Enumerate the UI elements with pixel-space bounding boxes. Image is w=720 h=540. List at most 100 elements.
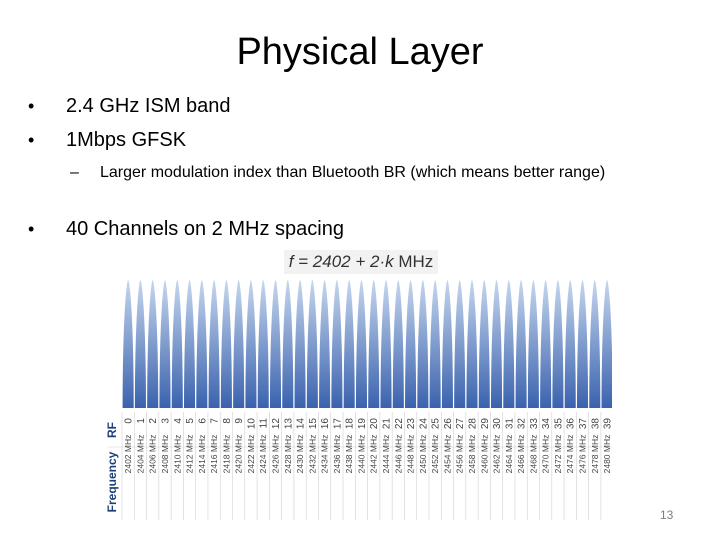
rf-channel-label: 36 [566,418,577,430]
rf-channel-label: 2 [148,418,159,424]
channel-lobe [454,280,466,408]
channel-lobe [576,280,589,408]
channel-lobe [306,280,318,408]
rf-channel-label: 32 [517,418,528,430]
channel-lobe [122,280,134,408]
sub-bullet-text: Larger modulation index than Bluetooth B… [100,164,606,181]
rf-channel-label: 23 [406,418,417,430]
frequency-label: 2402 MHz [123,435,133,474]
frequency-label: 2424 MHz [258,435,268,474]
channel-lobe [380,280,392,408]
rf-channel-label: 12 [271,418,282,430]
rf-channel-label: 3 [160,418,171,424]
rf-channel-label: 28 [467,418,478,430]
rf-channel-label: 19 [357,418,368,430]
frequency-label: 2406 MHz [148,435,158,474]
channel-lobe [257,280,269,408]
frequency-label: 2454 MHz [442,435,452,474]
channel-lobe [331,280,343,408]
channel-lobe [527,280,539,408]
rf-channel-label: 7 [210,418,221,424]
rf-row-label: RF [105,422,119,438]
rf-channel-label: 37 [578,418,589,430]
page-number: 13 [660,508,674,522]
channel-lobe [515,280,527,408]
channel-lobe [220,280,232,408]
frequency-label: 2462 MHz [492,435,502,474]
channel-lobe [355,280,367,408]
formula-expression: f = 2402 + 2·k [288,252,394,271]
frequency-label: 2404 MHz [135,435,145,474]
channel-lobe [552,280,564,408]
frequency-label: 2438 MHz [344,435,354,474]
frequency-label: 2444 MHz [381,435,391,474]
rf-channel-label: 18 [345,418,356,430]
sub-bullet-modulation: – Larger modulation index than Bluetooth… [70,162,660,183]
channel-spectrum-chart: 0 1 2 3 4 5 6 7 8 9 10 11 12 13 14 15 16 17 18 19 20 21 22 23 24… [105,280,612,520]
rf-channel-label: 8 [222,418,233,424]
frequency-label: 2414 MHz [197,435,207,474]
rf-channel-label: 17 [332,418,343,430]
rf-channel-label: 25 [431,418,442,430]
bullet-text: 1Mbps GFSK [66,129,187,151]
rf-channel-label: 5 [185,418,196,424]
frequency-label: 2452 MHz [430,435,440,474]
frequency-label: 2420 MHz [234,435,244,474]
rf-channel-label: 33 [529,418,540,430]
channel-lobe [147,280,159,408]
bullet-ism-band: • 2.4 GHz ISM band [28,94,231,118]
frequency-label: 2466 MHz [516,435,526,474]
bullet-marker: • [28,219,35,239]
channel-lobe [184,280,196,408]
channel-lobe [171,280,183,408]
channel-lobe [466,280,478,408]
bullet-marker: • [28,130,35,150]
rf-channel-label: 4 [173,418,184,424]
rf-channel-label: 20 [369,418,380,430]
channel-formula: f = 2402 + 2·k MHz [284,250,438,274]
rf-channel-label: 31 [504,418,515,430]
channel-lobe [134,280,146,408]
sub-bullet-marker: – [70,164,79,181]
frequency-label: 2426 MHz [271,435,281,474]
frequency-label: 2428 MHz [283,435,293,474]
bullet-gfsk: • 1Mbps GFSK [28,128,186,152]
rf-channel-label: 35 [553,418,564,430]
channel-lobe [392,280,404,408]
channel-lobe [503,280,515,408]
channel-lobe [245,280,257,408]
frequency-label: 2458 MHz [467,435,477,474]
frequency-label: 2432 MHz [307,435,317,474]
channel-lobe [343,280,355,408]
rf-channel-label: 16 [320,418,331,430]
bullet-text: 40 Channels on 2 MHz spacing [66,218,344,240]
channel-lobe [417,280,429,408]
frequency-label: 2468 MHz [528,435,538,474]
frequency-label: 2478 MHz [590,435,600,474]
rf-channel-label: 21 [382,418,393,430]
channel-lobe [540,280,552,408]
frequency-label: 2474 MHz [565,435,575,474]
frequency-label: 2442 MHz [369,435,379,474]
frequency-label: 2472 MHz [553,435,563,474]
channel-lobe [294,280,306,408]
channel-lobe [196,280,208,408]
frequency-label: 2412 MHz [185,435,195,474]
rf-channel-label: 39 [603,418,612,430]
channel-lobe [589,280,601,408]
frequency-label: 2408 MHz [160,435,170,474]
rf-channel-label: 30 [492,418,503,430]
frequency-label: 2416 MHz [209,435,219,474]
channel-lobe [159,280,171,408]
frequency-row-label: Frequency [105,451,119,512]
channel-lobe [282,280,294,408]
channel-lobe [491,280,503,408]
channel-lobe [601,280,612,408]
frequency-label: 2436 MHz [332,435,342,474]
bullet-channels: • 40 Channels on 2 MHz spacing [28,217,344,241]
frequency-label: 2440 MHz [356,435,366,474]
frequency-label: 2476 MHz [578,435,588,474]
channel-lobe [208,280,220,408]
channel-lobe [564,280,576,408]
channel-lobe [405,280,417,408]
